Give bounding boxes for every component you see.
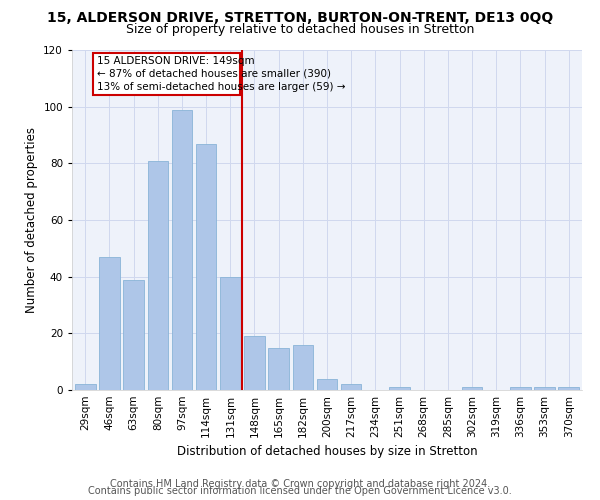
Bar [462, 387, 482, 390]
Text: ← 87% of detached houses are smaller (390): ← 87% of detached houses are smaller (39… [97, 68, 331, 78]
Y-axis label: Number of detached properties: Number of detached properties [25, 127, 38, 313]
Text: Size of property relative to detached houses in Stretton: Size of property relative to detached ho… [126, 22, 474, 36]
Bar [534, 387, 555, 390]
Bar [293, 344, 313, 390]
Bar [148, 160, 168, 390]
Bar [341, 384, 361, 390]
Bar [172, 110, 192, 390]
Bar [510, 387, 530, 390]
Text: 15, ALDERSON DRIVE, STRETTON, BURTON-ON-TRENT, DE13 0QQ: 15, ALDERSON DRIVE, STRETTON, BURTON-ON-… [47, 11, 553, 25]
Text: 13% of semi-detached houses are larger (59) →: 13% of semi-detached houses are larger (… [97, 82, 346, 92]
Bar [317, 378, 337, 390]
Bar [559, 387, 579, 390]
Bar [268, 348, 289, 390]
Bar [244, 336, 265, 390]
Bar [196, 144, 217, 390]
Bar [92, 53, 240, 96]
Bar [99, 257, 120, 390]
Bar [389, 387, 410, 390]
Bar [220, 276, 241, 390]
Text: Contains public sector information licensed under the Open Government Licence v3: Contains public sector information licen… [88, 486, 512, 496]
Text: 15 ALDERSON DRIVE: 149sqm: 15 ALDERSON DRIVE: 149sqm [97, 56, 255, 66]
X-axis label: Distribution of detached houses by size in Stretton: Distribution of detached houses by size … [176, 446, 478, 458]
Text: Contains HM Land Registry data © Crown copyright and database right 2024.: Contains HM Land Registry data © Crown c… [110, 479, 490, 489]
Bar [75, 384, 95, 390]
Bar [124, 280, 144, 390]
